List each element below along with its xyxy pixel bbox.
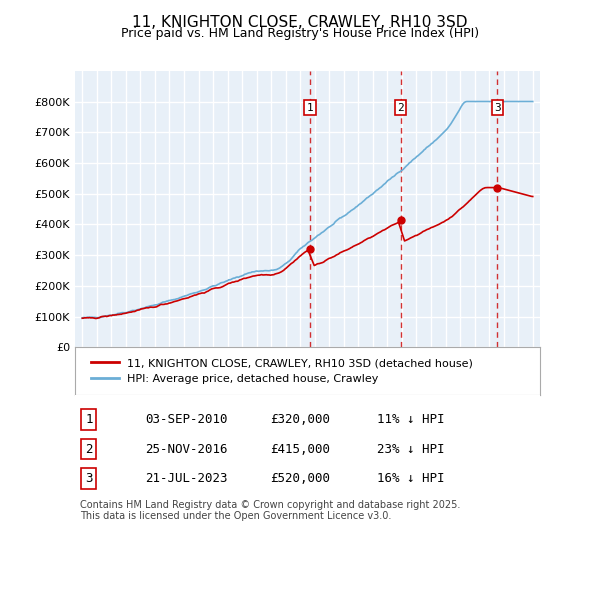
Text: 2: 2 (397, 103, 404, 113)
Text: 03-SEP-2010: 03-SEP-2010 (145, 413, 227, 426)
Text: 23% ↓ HPI: 23% ↓ HPI (377, 442, 445, 455)
Text: Contains HM Land Registry data © Crown copyright and database right 2025.
This d: Contains HM Land Registry data © Crown c… (80, 500, 460, 522)
Text: Price paid vs. HM Land Registry's House Price Index (HPI): Price paid vs. HM Land Registry's House … (121, 27, 479, 40)
Text: 1: 1 (85, 413, 93, 426)
Text: 21-JUL-2023: 21-JUL-2023 (145, 472, 227, 485)
Text: £415,000: £415,000 (270, 442, 330, 455)
Text: 11% ↓ HPI: 11% ↓ HPI (377, 413, 445, 426)
Text: 3: 3 (494, 103, 500, 113)
Text: £320,000: £320,000 (270, 413, 330, 426)
Text: 3: 3 (85, 472, 93, 485)
Legend: 11, KNIGHTON CLOSE, CRAWLEY, RH10 3SD (detached house), HPI: Average price, deta: 11, KNIGHTON CLOSE, CRAWLEY, RH10 3SD (d… (85, 353, 479, 389)
Text: 25-NOV-2016: 25-NOV-2016 (145, 442, 227, 455)
Text: 2: 2 (85, 442, 93, 455)
Text: £520,000: £520,000 (270, 472, 330, 485)
Text: 16% ↓ HPI: 16% ↓ HPI (377, 472, 445, 485)
Text: 1: 1 (307, 103, 313, 113)
Text: 11, KNIGHTON CLOSE, CRAWLEY, RH10 3SD: 11, KNIGHTON CLOSE, CRAWLEY, RH10 3SD (132, 15, 468, 30)
